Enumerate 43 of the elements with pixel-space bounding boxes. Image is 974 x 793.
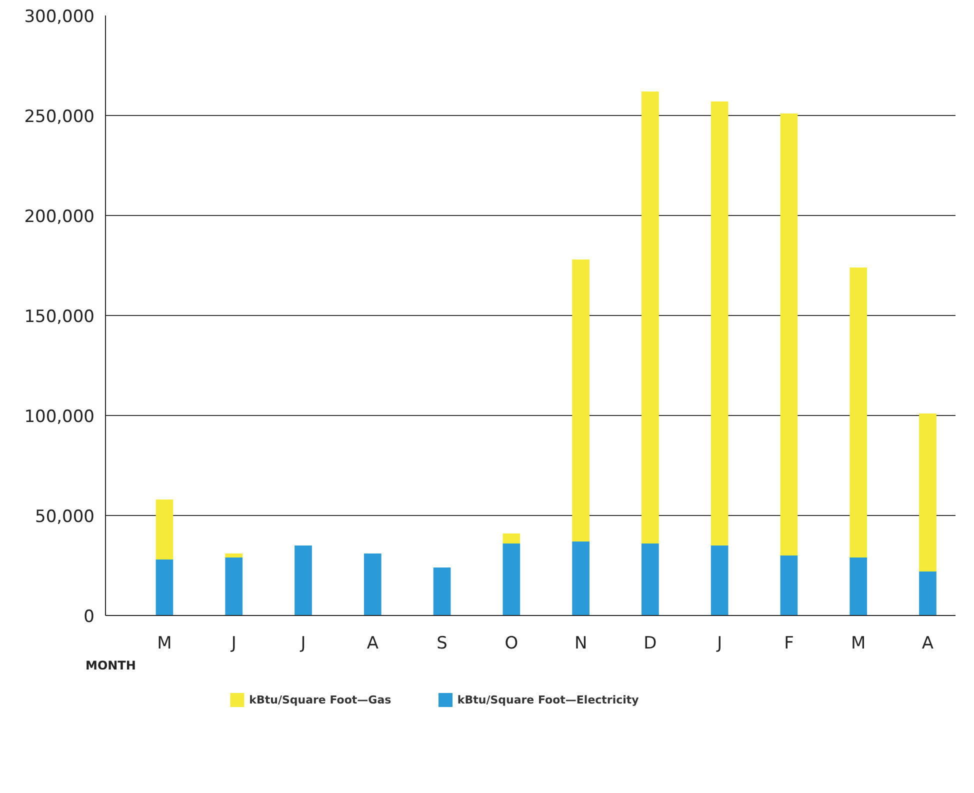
bar — [572, 542, 590, 616]
x-tick-label: S — [436, 634, 448, 654]
legend-label: kBtu/Square Foot—Gas — [249, 694, 392, 706]
bar — [850, 558, 868, 616]
bar — [780, 114, 798, 556]
bar — [572, 260, 590, 542]
x-tick-label: M — [851, 634, 866, 654]
y-tick-label: 150,000 — [24, 307, 95, 327]
bar — [156, 560, 174, 616]
bar — [364, 554, 382, 616]
bar — [225, 554, 243, 558]
bar — [294, 546, 312, 616]
bar — [225, 558, 243, 616]
y-tick-label: 50,000 — [35, 507, 94, 527]
bar — [642, 544, 659, 616]
bar — [642, 92, 659, 544]
bar — [710, 102, 728, 546]
x-tick-label: J — [716, 634, 722, 654]
y-tick-label: 100,000 — [24, 407, 95, 427]
bar — [919, 414, 936, 572]
legend-label: kBtu/Square Foot—Electricity — [457, 694, 639, 706]
x-tick-label: N — [574, 634, 588, 654]
bar — [919, 572, 936, 616]
y-tick-label: 0 — [84, 607, 95, 627]
bar — [502, 544, 520, 616]
x-tick-label: J — [230, 634, 236, 654]
y-tick-label: 250,000 — [24, 107, 95, 127]
x-tick-label: J — [300, 634, 306, 654]
x-tick-label: O — [504, 634, 518, 654]
bar — [850, 268, 868, 558]
x-tick-label: F — [784, 634, 794, 654]
bar — [433, 568, 451, 616]
bar — [156, 500, 174, 560]
bar — [710, 546, 728, 616]
x-tick-label: D — [644, 634, 657, 654]
x-axis-title: MONTH — [86, 658, 136, 672]
x-tick-label: A — [922, 634, 934, 654]
x-tick-label: A — [366, 634, 379, 654]
bar — [780, 556, 798, 616]
y-tick-label: 300,000 — [24, 7, 95, 27]
bar — [502, 534, 520, 544]
x-tick-label: M — [157, 634, 172, 654]
y-tick-label: 200,000 — [24, 207, 95, 227]
